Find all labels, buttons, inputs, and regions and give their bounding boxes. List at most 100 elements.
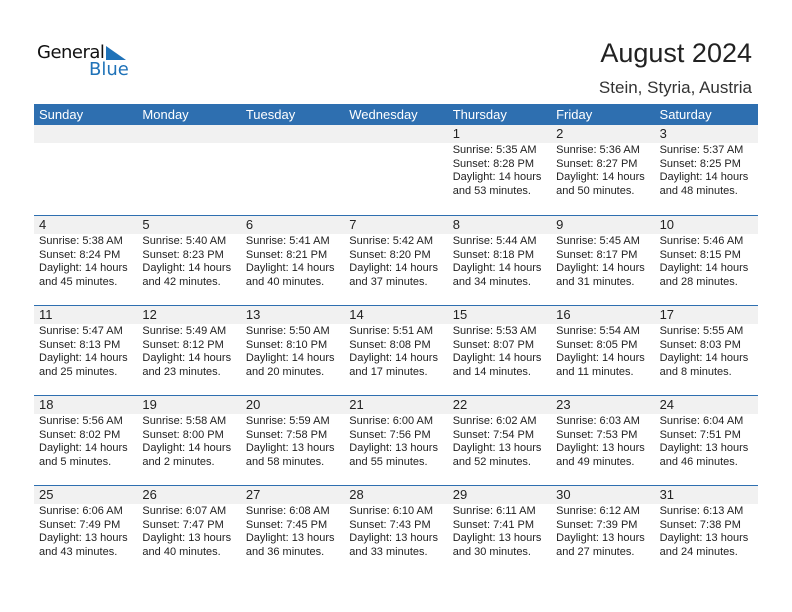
day-number: 26 xyxy=(142,487,157,502)
day-number-band xyxy=(34,486,758,504)
daylight-text: Daylight: 13 hours xyxy=(659,442,749,454)
daylight-text: Daylight: 13 hours xyxy=(659,532,749,544)
sunset-text: Sunset: 7:56 PM xyxy=(349,428,431,441)
day-cell: 16 Sunrise: 5:54 AM Sunset: 8:05 PM Dayligh… xyxy=(551,306,654,396)
sunset-text: Sunset: 7:54 PM xyxy=(452,428,535,441)
day-number: 11 xyxy=(39,307,53,322)
day-number: 24 xyxy=(659,397,675,412)
daylight-minutes-text: and 30 minutes. xyxy=(452,545,531,558)
day-number: 25 xyxy=(39,487,54,502)
sunset-text: Sunset: 8:10 PM xyxy=(245,338,328,351)
daylight-minutes-text: and 17 minutes. xyxy=(349,365,428,378)
daylight-minutes-text: and 33 minutes. xyxy=(349,545,428,558)
sunset-text: Sunset: 8:02 PM xyxy=(39,428,121,441)
day-number: 22 xyxy=(452,397,468,412)
sunset-text: Sunset: 7:49 PM xyxy=(39,518,121,531)
sunrise-text: Sunrise: 5:51 AM xyxy=(349,325,434,337)
day-number-band xyxy=(34,306,758,324)
daylight-text: Daylight: 13 hours xyxy=(349,532,438,544)
sunrise-text: Sunrise: 6:06 AM xyxy=(39,505,123,517)
sunset-text: Sunset: 7:45 PM xyxy=(245,518,328,531)
daylight-text: Daylight: 14 hours xyxy=(659,171,749,183)
logo-text-general: General xyxy=(37,42,105,63)
day-cell: 6 Sunrise: 5:41 AM Sunset: 8:21 PM Daylight… xyxy=(241,216,344,306)
sunset-text: Sunset: 8:03 PM xyxy=(659,338,741,351)
day-number: 6 xyxy=(245,217,254,232)
daylight-minutes-text: and 25 minutes. xyxy=(39,365,118,378)
sunrise-text: Sunrise: 5:55 AM xyxy=(659,325,744,337)
sunset-text: Sunset: 8:24 PM xyxy=(39,248,121,261)
day-number: 4 xyxy=(39,217,47,232)
page-title: August 2024 xyxy=(600,38,752,68)
day-number: 1 xyxy=(452,126,460,141)
sunset-text: Sunset: 8:15 PM xyxy=(659,248,741,261)
logo-triangle-icon xyxy=(106,46,126,60)
sunset-text: Sunset: 8:08 PM xyxy=(349,338,431,351)
daylight-text: Daylight: 13 hours xyxy=(556,532,645,544)
day-cell: 29 Sunrise: 6:11 AM Sunset: 7:41 PM Dayligh… xyxy=(448,486,551,576)
weekday-friday: Friday xyxy=(556,107,593,122)
day-cell: 17 Sunrise: 5:55 AM Sunset: 8:03 PM Dayligh… xyxy=(655,306,758,396)
day-number: 29 xyxy=(452,487,468,502)
day-cell: 9 Sunrise: 5:45 AM Sunset: 8:17 PM Daylight… xyxy=(551,216,654,306)
sunset-text: Sunset: 7:39 PM xyxy=(556,518,638,531)
day-number: 7 xyxy=(349,217,357,232)
sunrise-text: Sunrise: 5:59 AM xyxy=(245,415,330,427)
sunset-text: Sunset: 8:27 PM xyxy=(556,157,638,170)
daylight-minutes-text: and 50 minutes. xyxy=(556,184,635,197)
day-cell: 11 Sunrise: 5:47 AM Sunset: 8:13 PM Dayligh… xyxy=(34,306,137,396)
day-number: 8 xyxy=(452,217,460,232)
day-cell: 19 Sunrise: 5:58 AM Sunset: 8:00 PM Dayligh… xyxy=(137,396,240,486)
day-number: 28 xyxy=(349,487,364,502)
day-cell: 20 Sunrise: 5:59 AM Sunset: 7:58 PM Dayligh… xyxy=(241,396,344,486)
day-number: 21 xyxy=(349,397,364,412)
daylight-text: Daylight: 13 hours xyxy=(245,442,335,454)
sunrise-text: Sunrise: 6:03 AM xyxy=(556,415,640,427)
sunrise-text: Sunrise: 5:40 AM xyxy=(142,235,227,247)
weekday-sunday: Sunday xyxy=(39,107,84,122)
daylight-minutes-text: and 36 minutes. xyxy=(245,545,325,558)
week-row: 1 Sunrise: 5:35 AM Sunset: 8:28 PM Daylight… xyxy=(34,125,758,215)
sunset-text: Sunset: 7:41 PM xyxy=(452,518,535,531)
day-cell: 7 Sunrise: 5:42 AM Sunset: 8:20 PM Daylight… xyxy=(344,216,447,306)
daylight-minutes-text: and 2 minutes. xyxy=(142,455,215,468)
day-number: 23 xyxy=(556,397,571,412)
day-number: 14 xyxy=(349,307,364,322)
week-row: 25 Sunrise: 6:06 AM Sunset: 7:49 PM Dayligh… xyxy=(34,485,758,575)
day-cell: 5 Sunrise: 5:40 AM Sunset: 8:23 PM Daylight… xyxy=(137,216,240,306)
day-number-band xyxy=(34,125,758,143)
day-cell: 24 Sunrise: 6:04 AM Sunset: 7:51 PM Dayligh… xyxy=(655,396,758,486)
sunrise-text: Sunrise: 5:47 AM xyxy=(39,325,123,337)
day-cell: 22 Sunrise: 6:02 AM Sunset: 7:54 PM Dayligh… xyxy=(448,396,551,486)
daylight-minutes-text: and 37 minutes. xyxy=(349,275,428,288)
sunrise-text: Sunrise: 5:41 AM xyxy=(245,235,330,247)
day-number: 13 xyxy=(245,307,261,322)
weekday-thursday: Thursday xyxy=(452,107,507,122)
day-number: 16 xyxy=(556,307,571,322)
day-number-band xyxy=(34,396,758,414)
sunrise-text: Sunrise: 5:36 AM xyxy=(556,144,640,156)
sunrise-text: Sunrise: 5:46 AM xyxy=(659,235,744,247)
sunset-text: Sunset: 7:51 PM xyxy=(659,428,741,441)
day-number: 9 xyxy=(556,217,564,232)
day-cell: 28 Sunrise: 6:10 AM Sunset: 7:43 PM Dayligh… xyxy=(344,486,447,576)
daylight-minutes-text: and 14 minutes. xyxy=(452,365,531,378)
sunset-text: Sunset: 8:23 PM xyxy=(142,248,224,261)
day-number: 20 xyxy=(245,397,261,412)
sunset-text: Sunset: 8:05 PM xyxy=(556,338,638,351)
day-number: 2 xyxy=(556,126,564,141)
week-row: 18 Sunrise: 5:56 AM Sunset: 8:02 PM Dayligh… xyxy=(34,395,758,485)
day-number: 27 xyxy=(245,487,261,502)
sunrise-text: Sunrise: 6:13 AM xyxy=(659,505,744,517)
daylight-minutes-text: and 49 minutes. xyxy=(556,455,635,468)
sunset-text: Sunset: 8:20 PM xyxy=(349,248,431,261)
day-number: 30 xyxy=(556,487,571,502)
sunset-text: Sunset: 8:17 PM xyxy=(556,248,638,261)
sunrise-text: Sunrise: 6:04 AM xyxy=(659,415,744,427)
daylight-text: Daylight: 14 hours xyxy=(349,262,438,274)
daylight-text: Daylight: 13 hours xyxy=(245,532,335,544)
sunset-text: Sunset: 8:25 PM xyxy=(659,157,741,170)
sunrise-text: Sunrise: 5:50 AM xyxy=(245,325,330,337)
sunset-text: Sunset: 7:58 PM xyxy=(245,428,328,441)
